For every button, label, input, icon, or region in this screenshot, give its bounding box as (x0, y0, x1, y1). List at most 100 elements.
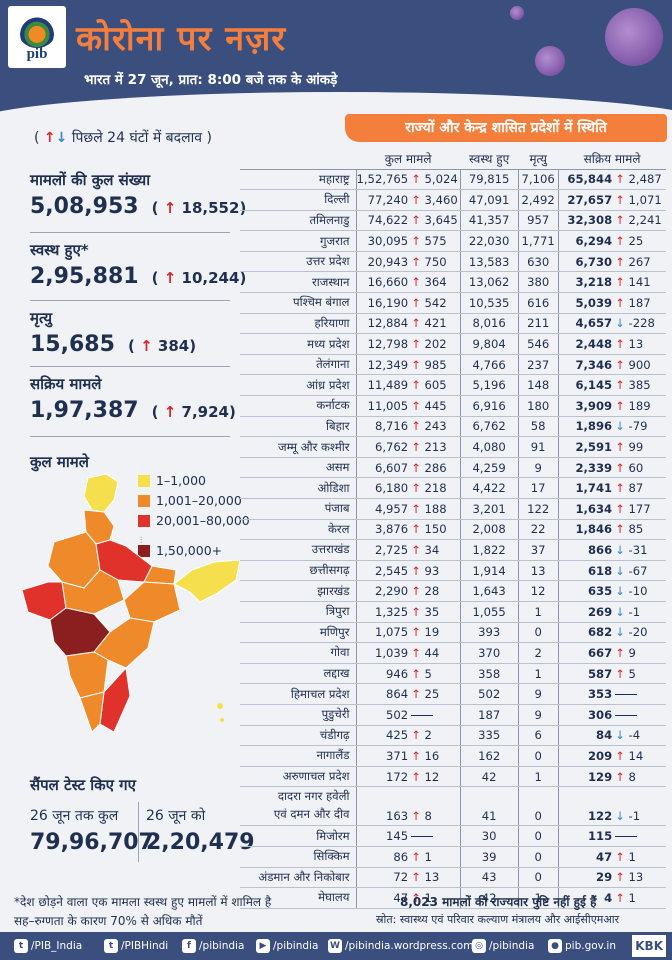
state-name: मणिपुर (319, 624, 350, 639)
total-change-cell: ↑ 28 (408, 580, 461, 602)
active-cell: 1,846 (557, 519, 613, 541)
recovered-cell: 358 (459, 663, 519, 685)
brand-mark: KBK (632, 935, 666, 957)
arrow-up-icon: ↑ (411, 584, 421, 599)
state-cell: तेलंगाना (240, 354, 357, 376)
deaths-cell: 2,492 (517, 189, 559, 211)
active-change-cell: ↑ 900 (612, 354, 666, 376)
deaths-cell: 380 (517, 271, 559, 294)
recovered-cell: 1,914 (459, 560, 519, 582)
state-cell: केरल (240, 519, 357, 541)
table-row: केरल 3,876 ↑ 150 2,008 22 1,846 ↑ 85 (240, 519, 666, 541)
change-value: 218 (424, 481, 447, 496)
table-row: दादरा नगर हवेली एवं दमन और दीव 163 ↑ 8 41 0 12… (240, 786, 666, 827)
deaths-cell: 546 (517, 333, 559, 355)
active-cell: 115 (557, 825, 613, 847)
change-value: 14 (628, 748, 644, 763)
change-value: 188 (424, 501, 447, 516)
state-name: महाराष्ट्र (318, 171, 350, 186)
arrow-up-icon: ↑ (411, 440, 421, 455)
map-region-islands (217, 703, 223, 709)
active-cell: 7,346 (557, 354, 613, 376)
arrow-up-icon: ↑ (411, 316, 421, 331)
social-link[interactable]: ◎/pibindia (472, 932, 534, 960)
state-cell: लद्दाख (240, 663, 357, 685)
total-cell: 172 (356, 766, 409, 788)
state-name: गोवा (330, 645, 350, 660)
state-cell: छत्तीसगढ़ (240, 560, 357, 582)
active-change-cell: ↑ 99 (612, 436, 666, 458)
total-change-cell: ↑ 3,645 (408, 210, 461, 232)
table-row: दिल्ली 77,240 ↑ 3,460 47,091 2,492 27,657 ↑ 1,… (240, 189, 666, 211)
state-cell: हरियाणा (240, 313, 357, 335)
social-link[interactable]: f/pibindia (182, 932, 244, 960)
total-cell: 145 (356, 825, 409, 847)
total-change-cell: ↑ 218 (408, 477, 461, 499)
state-name-line: दादरा नगर हवेली (277, 789, 350, 804)
arrow-up-icon: ↑ (411, 563, 421, 578)
total-cell: 6,180 (356, 477, 409, 499)
total-cell: 6,607 (356, 457, 409, 479)
arrow-up-icon: ↑ (411, 728, 421, 743)
table-row: तमिलनाडु 74,622 ↑ 3,645 41,357 957 32,308 ↑ 2,… (240, 210, 666, 232)
deaths-cell: 7,106 (517, 169, 559, 191)
legend-swatch (138, 475, 150, 487)
active-change-cell: ↓ -1 (612, 786, 666, 827)
stat-change: 18,552 (181, 199, 240, 217)
change-value: 9 (628, 645, 636, 660)
stat-change: 384 (157, 337, 190, 355)
social-link[interactable]: ● pib.gov.in (548, 932, 616, 960)
state-name: मेघालय (318, 890, 350, 905)
total-change-cell: ↑ 1 (408, 887, 461, 909)
recovered-cell: 502 (459, 683, 519, 705)
stat-value: 1,97,387 (30, 398, 139, 423)
arrow-up-icon: ↑ (615, 849, 625, 864)
arrow-up-icon: ↑ (411, 625, 421, 640)
change-value: 5 (628, 666, 636, 681)
active-cell: 682 (557, 622, 613, 644)
footnote-unassigned: 8,023 मामलों की राज्यवार पुष्टि नहीं हुई… (400, 895, 597, 909)
total-cell: 47 (356, 887, 409, 909)
state-name: गुजरात (320, 233, 350, 248)
social-link[interactable]: W/pibindia.wordpress.com (328, 932, 473, 960)
change-value: 85 (628, 522, 644, 537)
table-row: झारखंड 2,290 ↑ 28 1,643 12 635 ↓ -10 (240, 580, 666, 602)
active-cell: 27,657 (557, 189, 613, 211)
active-change-cell: ↑ 189 (612, 395, 666, 417)
state-name: उत्तर प्रदेश (306, 254, 350, 269)
map-region-karnataka (65, 651, 109, 699)
change-value: -10 (628, 584, 648, 599)
social-link[interactable]: ▶/pibindia (256, 932, 318, 960)
arrow-down-icon: ↓ (615, 563, 625, 578)
recovered-cell: 4,080 (459, 436, 519, 458)
table-row: हिमाचल प्रदेश 864 ↑ 25 502 9 353 (240, 683, 666, 705)
deaths-cell: 12 (517, 580, 559, 602)
stat-recovered: स्वस्थ हुए* 2,95,881 ( ↑ 10,244) (30, 241, 247, 289)
social-link[interactable]: t/PIB_India (14, 932, 82, 960)
change-value: 364 (424, 275, 447, 290)
updown-arrows-icon: ↑↓ (43, 130, 68, 146)
change-value: 187 (628, 295, 651, 310)
change-value: 35 (424, 604, 440, 619)
active-change-cell: ↑ 2,241 (612, 210, 666, 232)
table-row: मेघालय 47 ↑ 1 42 1 4 ↑ 1 (240, 887, 666, 909)
total-cell: 30,095 (356, 230, 409, 252)
active-change-cell: ↑ 60 (612, 457, 666, 479)
total-cell: 12,798 (356, 333, 409, 355)
recovered-cell: 1,822 (459, 539, 519, 561)
map-region-kerala (79, 691, 105, 733)
active-cell: 6,145 (557, 374, 613, 397)
arrow-up-icon: ↑ (615, 522, 625, 537)
recovered-cell: 8,016 (459, 313, 519, 335)
change-value: 25 (628, 234, 644, 249)
recovered-cell: 13,583 (459, 251, 519, 273)
arrow-up-icon: ↑ (411, 645, 421, 660)
change-value: 985 (424, 357, 447, 372)
deaths-cell: 9 (517, 704, 559, 726)
no-change-dash (411, 836, 434, 838)
social-link[interactable]: t/PIBHindi (104, 932, 168, 960)
change-value: 150 (424, 522, 447, 537)
arrow-up-icon: ↑ (411, 357, 421, 372)
state-name: हरियाणा (314, 315, 350, 330)
map-region-jk (83, 473, 119, 513)
